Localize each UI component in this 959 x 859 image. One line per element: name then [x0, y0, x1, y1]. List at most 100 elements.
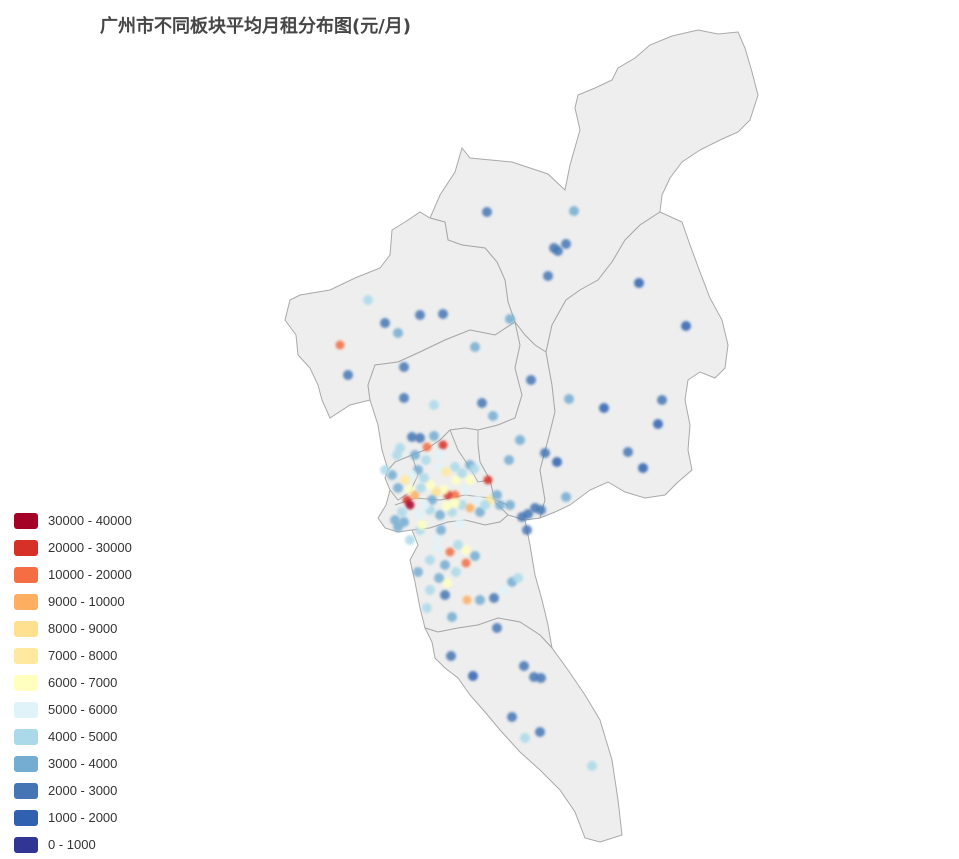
rent-point[interactable] — [523, 509, 533, 519]
rent-point[interactable] — [470, 342, 480, 352]
rent-point[interactable] — [440, 560, 450, 570]
rent-point[interactable] — [653, 419, 663, 429]
rent-point[interactable] — [473, 495, 483, 505]
rent-point[interactable] — [513, 573, 523, 583]
rent-point[interactable] — [638, 463, 648, 473]
rent-point[interactable] — [507, 712, 517, 722]
rent-point[interactable] — [495, 500, 505, 510]
rent-point[interactable] — [461, 558, 471, 568]
rent-point[interactable] — [410, 450, 420, 460]
rent-point[interactable] — [335, 340, 345, 350]
rent-point[interactable] — [380, 318, 390, 328]
rent-point[interactable] — [470, 551, 480, 561]
rent-point[interactable] — [425, 555, 435, 565]
legend-item[interactable]: 10000 - 20000 — [14, 561, 132, 588]
rent-point[interactable] — [397, 507, 407, 517]
rent-point[interactable] — [500, 585, 510, 595]
rent-point[interactable] — [407, 470, 417, 480]
rent-point[interactable] — [453, 540, 463, 550]
rent-point[interactable] — [425, 585, 435, 595]
rent-point[interactable] — [477, 398, 487, 408]
rent-point[interactable] — [561, 492, 571, 502]
legend-item[interactable]: 3000 - 4000 — [14, 750, 132, 777]
rent-point[interactable] — [519, 661, 529, 671]
rent-point[interactable] — [363, 295, 373, 305]
rent-point[interactable] — [475, 595, 485, 605]
rent-point[interactable] — [457, 468, 467, 478]
rent-point[interactable] — [420, 500, 430, 510]
legend-item[interactable]: 1000 - 2000 — [14, 804, 132, 831]
rent-point[interactable] — [422, 442, 432, 452]
rent-point[interactable] — [435, 510, 445, 520]
rent-point[interactable] — [657, 395, 667, 405]
rent-point[interactable] — [526, 375, 536, 385]
rent-point[interactable] — [564, 394, 574, 404]
rent-point[interactable] — [393, 522, 403, 532]
legend-item[interactable]: 30000 - 40000 — [14, 507, 132, 534]
rent-point[interactable] — [536, 673, 546, 683]
rent-point[interactable] — [419, 473, 429, 483]
rent-point[interactable] — [429, 431, 439, 441]
rent-point[interactable] — [451, 475, 461, 485]
rent-point[interactable] — [422, 603, 432, 613]
region-zengcheng[interactable] — [539, 211, 729, 519]
legend-item[interactable]: 5000 - 6000 — [14, 696, 132, 723]
rent-point[interactable] — [416, 483, 426, 493]
rent-point[interactable] — [442, 578, 452, 588]
rent-point[interactable] — [681, 321, 691, 331]
rent-point[interactable] — [445, 547, 455, 557]
region-nansha[interactable] — [424, 617, 623, 843]
rent-point[interactable] — [553, 246, 563, 256]
rent-point[interactable] — [483, 475, 493, 485]
rent-point[interactable] — [432, 543, 442, 553]
rent-point[interactable] — [489, 593, 499, 603]
rent-point[interactable] — [461, 485, 471, 495]
rent-point[interactable] — [475, 507, 485, 517]
rent-point[interactable] — [380, 465, 390, 475]
rent-point[interactable] — [623, 447, 633, 457]
rent-point[interactable] — [461, 545, 471, 555]
rent-point[interactable] — [415, 310, 425, 320]
rent-point[interactable] — [427, 495, 437, 505]
legend-item[interactable]: 7000 - 8000 — [14, 642, 132, 669]
legend-item[interactable]: 4000 - 5000 — [14, 723, 132, 750]
rent-point[interactable] — [447, 612, 457, 622]
rent-point[interactable] — [440, 590, 450, 600]
rent-point[interactable] — [429, 400, 439, 410]
rent-point[interactable] — [468, 671, 478, 681]
rent-point[interactable] — [392, 450, 402, 460]
rent-point[interactable] — [569, 206, 579, 216]
rent-point[interactable] — [442, 501, 452, 511]
rent-point[interactable] — [482, 207, 492, 217]
rent-point[interactable] — [405, 500, 415, 510]
rent-point[interactable] — [450, 462, 460, 472]
rent-point[interactable] — [405, 535, 415, 545]
rent-point[interactable] — [438, 440, 448, 450]
rent-point[interactable] — [436, 525, 446, 535]
rent-point[interactable] — [505, 500, 515, 510]
rent-point[interactable] — [438, 309, 448, 319]
rent-point[interactable] — [462, 595, 472, 605]
rent-point[interactable] — [599, 403, 609, 413]
legend-item[interactable]: 9000 - 10000 — [14, 588, 132, 615]
rent-point[interactable] — [441, 467, 451, 477]
rent-point[interactable] — [634, 278, 644, 288]
rent-point[interactable] — [393, 483, 403, 493]
rent-point[interactable] — [536, 505, 546, 515]
rent-point[interactable] — [480, 500, 490, 510]
rent-point[interactable] — [387, 470, 397, 480]
rent-point[interactable] — [421, 455, 431, 465]
rent-point[interactable] — [488, 411, 498, 421]
rent-point[interactable] — [413, 567, 423, 577]
legend-item[interactable]: 20000 - 30000 — [14, 534, 132, 561]
rent-point[interactable] — [415, 433, 425, 443]
rent-point[interactable] — [522, 525, 532, 535]
rent-point[interactable] — [435, 450, 445, 460]
rent-point[interactable] — [540, 448, 550, 458]
rent-point[interactable] — [425, 480, 435, 490]
rent-point[interactable] — [400, 475, 410, 485]
rent-point[interactable] — [407, 432, 417, 442]
rent-point[interactable] — [469, 464, 479, 474]
rent-point[interactable] — [399, 362, 409, 372]
